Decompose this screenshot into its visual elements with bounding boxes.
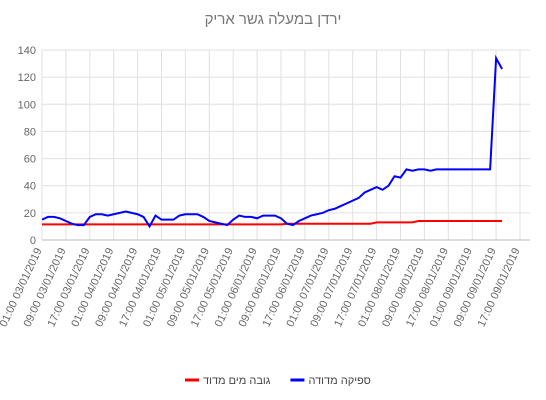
y-tick-label: 140 bbox=[18, 45, 36, 57]
y-tick-label: 100 bbox=[18, 99, 36, 111]
y-tick-label: 120 bbox=[18, 72, 36, 84]
y-tick-label: 80 bbox=[24, 126, 36, 138]
y-tick-label: 20 bbox=[24, 208, 36, 220]
series-line bbox=[41, 54, 503, 229]
y-tick-label: 60 bbox=[24, 154, 36, 166]
y-tick-label: 0 bbox=[30, 235, 36, 247]
legend-label: גובה מים מדוד bbox=[203, 375, 271, 387]
series-line bbox=[42, 220, 503, 226]
chart-title: ירדן במעלה גשר אריק bbox=[205, 11, 342, 28]
y-tick-label: 40 bbox=[24, 181, 36, 193]
legend-label: ספיקה מדודה bbox=[308, 375, 370, 387]
